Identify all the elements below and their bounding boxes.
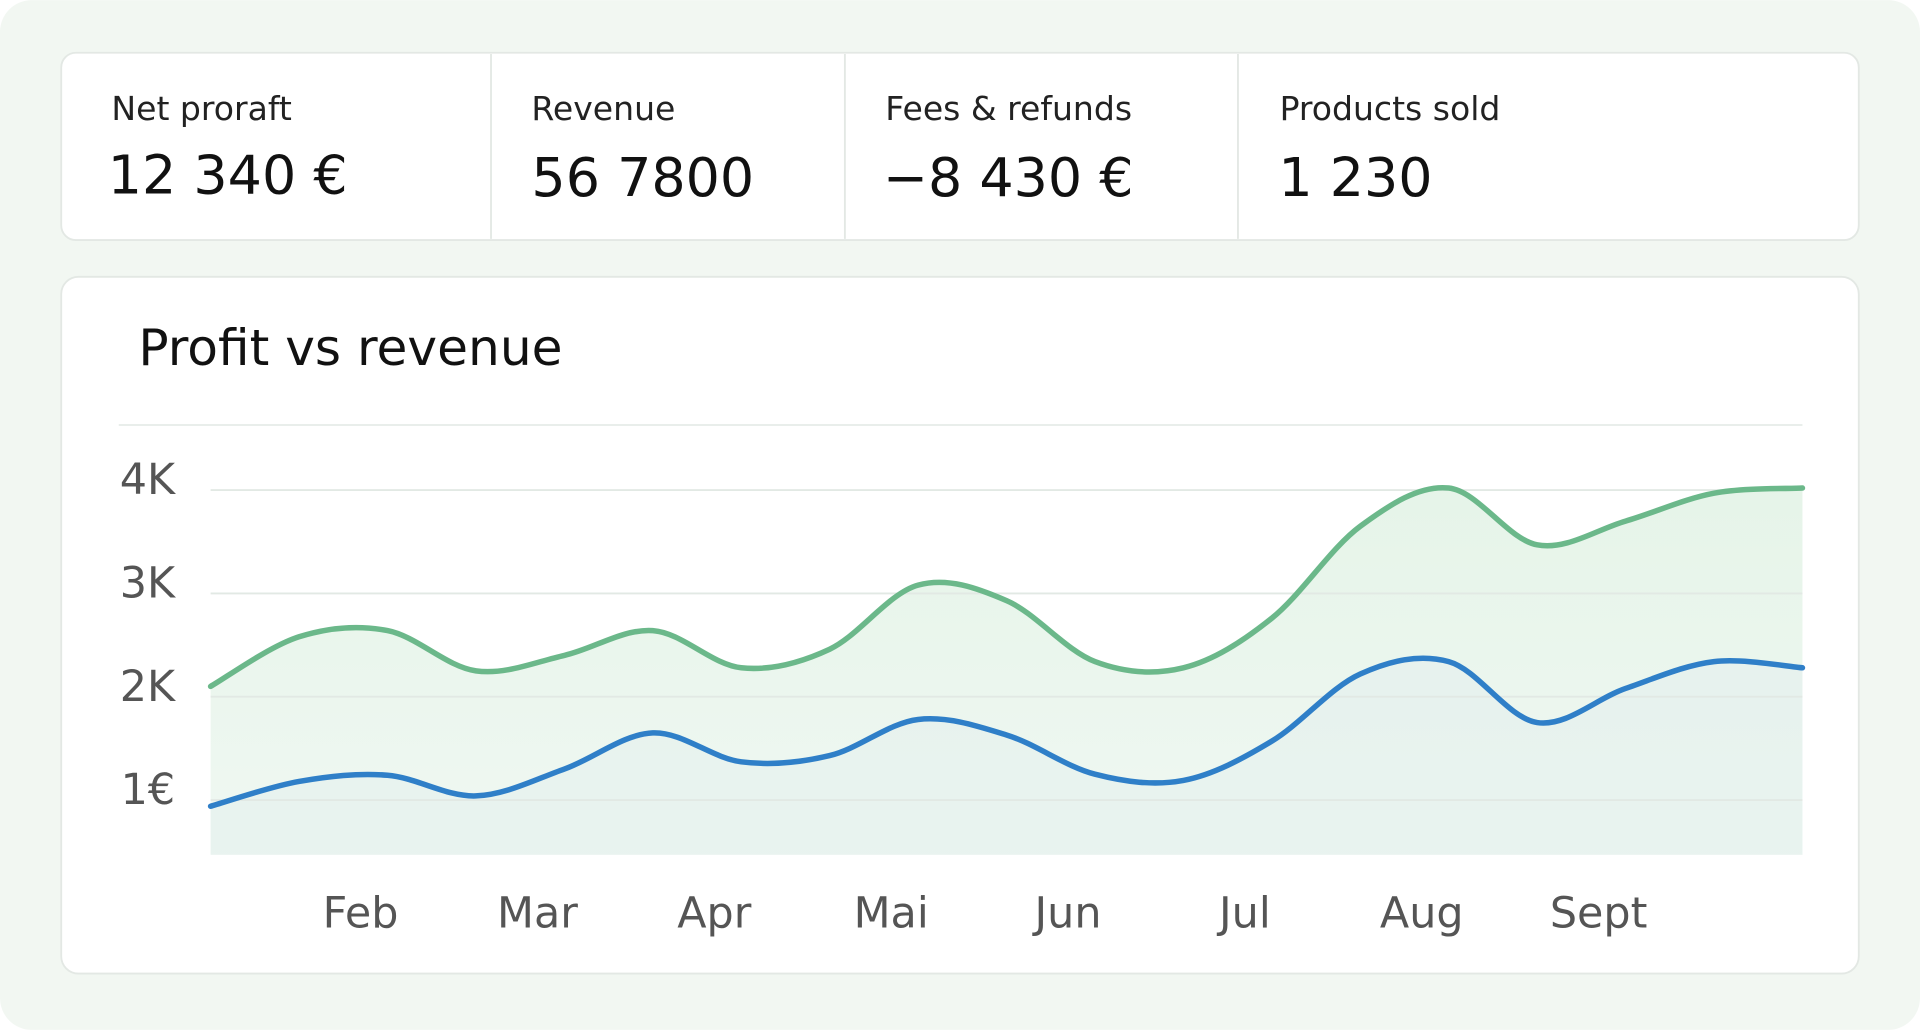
chart-title: Profit vs revenue xyxy=(138,318,562,377)
x-tick-label: Mai xyxy=(854,889,929,939)
kpi-value: 12 340 € xyxy=(108,144,348,207)
plot: 1€ 2K 3K 4K Feb Mar Apr Mai Jun Jul Aug Sept xyxy=(120,455,1806,939)
area xyxy=(210,658,1803,855)
y-tick-label: 1€ xyxy=(121,765,176,815)
kpi-label: Revenue xyxy=(531,89,675,128)
kpi-label: Net proraft xyxy=(111,89,291,128)
y-tick-label: 4K xyxy=(120,455,176,505)
kpi-value: 56 7800 xyxy=(531,146,754,209)
x-tick-label: Aug xyxy=(1380,889,1464,939)
x-tick-label: Apr xyxy=(677,889,752,939)
x-tick-label: Jul xyxy=(1216,889,1271,939)
kpi-value: −8 430 € xyxy=(883,146,1134,209)
kpi-label: Products sold xyxy=(1280,89,1501,128)
x-tick-label: Jun xyxy=(1032,889,1102,939)
x-tick-label: Mar xyxy=(497,889,578,939)
y-tick-label: 2K xyxy=(120,662,176,712)
kpi-label: Fees & refunds xyxy=(885,89,1132,128)
line xyxy=(207,655,1806,809)
line xyxy=(207,484,1806,690)
kpi-card xyxy=(60,51,1860,242)
y-tick-label: 3K xyxy=(120,559,176,609)
x-tick-label: Feb xyxy=(323,889,399,939)
x-tick-label: Sept xyxy=(1550,889,1648,939)
kpi-value: 1 230 xyxy=(1278,146,1432,209)
